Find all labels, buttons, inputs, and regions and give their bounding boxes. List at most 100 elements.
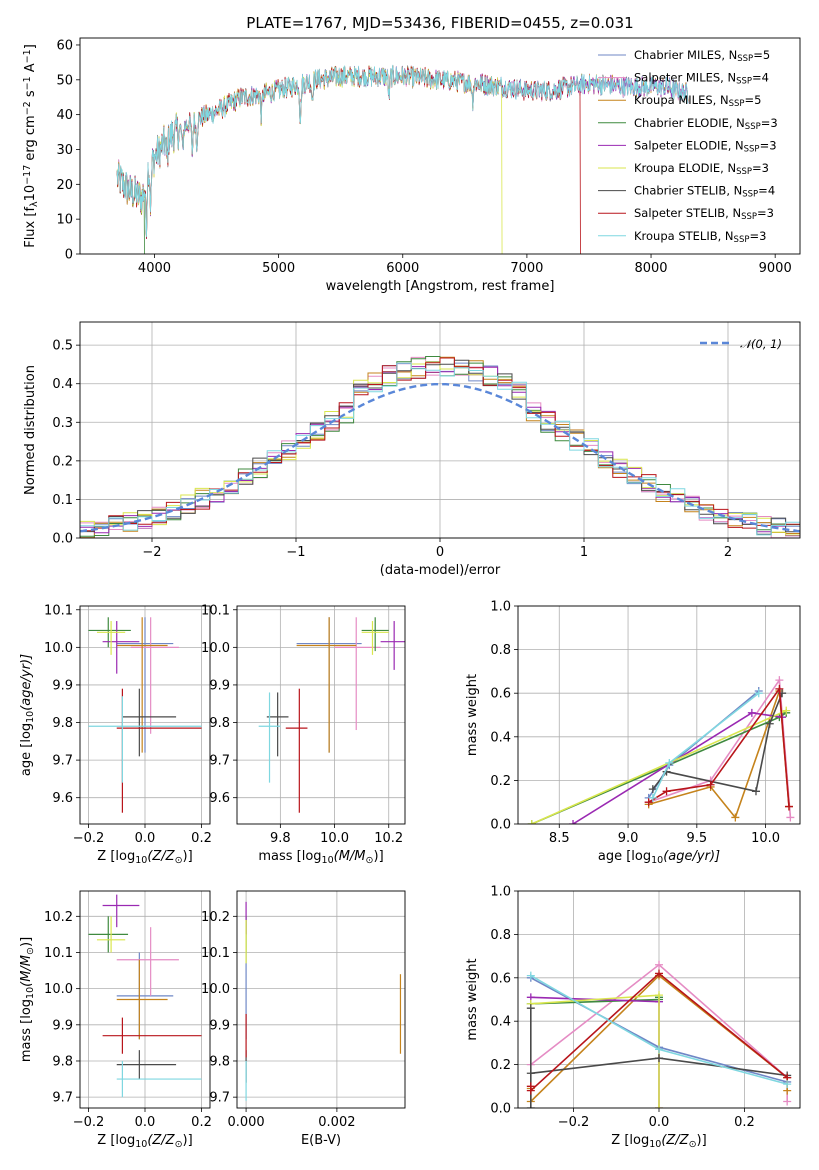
y-tick-label: 9.8 <box>52 1054 73 1069</box>
legend-entry: Salpeter STELIB, NSSP=3 <box>634 206 774 222</box>
x-tick-label: 6000 <box>386 261 419 276</box>
x-axis-label: Z [log10(Z/Z⊙)] <box>97 849 192 866</box>
axes-frame <box>79 605 211 825</box>
axes-frame <box>79 37 801 255</box>
legend-entry: Chabrier ELODIE, NSSP=3 <box>634 116 778 132</box>
legend: 𝒩(0, 1) <box>700 337 782 351</box>
label-part: mass [log <box>258 849 321 864</box>
weight-marker-8 <box>665 758 674 767</box>
y-tick-label: 0 <box>65 248 73 263</box>
plot-marks <box>526 960 792 1108</box>
y-tick-label: 10.1 <box>44 946 73 961</box>
chart-sfh-age: 8.5 9.0 9.5 10.0 0.0 0.2 0.4 0.6 0.8 1.0 age [log1… <box>465 600 801 866</box>
y-tick-label: 0.6 <box>490 971 511 986</box>
y-tick-label: 0.0 <box>490 1102 511 1117</box>
label-part: )] <box>697 1133 707 1148</box>
x-tick-label: 9.0 <box>618 831 639 846</box>
label-part: 10 <box>25 987 36 999</box>
label-part: −17 <box>22 165 33 185</box>
legend-n: 3 <box>770 116 777 130</box>
legend-n: 5 <box>763 48 770 62</box>
y-tick-label: 50 <box>56 73 73 88</box>
legend-sub: SSP <box>729 99 745 109</box>
label-part: (Z/Z <box>147 1133 175 1148</box>
y-tick-label: 9.8 <box>52 716 73 731</box>
label-part: 10 <box>135 1139 147 1150</box>
y-tick-label: 30 <box>56 143 73 158</box>
label-part: 10 <box>23 185 38 202</box>
x-tick-label: 0.2 <box>734 1115 755 1130</box>
y-tick-label: 9.7 <box>52 754 73 769</box>
plot-marks <box>80 356 800 538</box>
label-part: Z [log <box>97 849 135 864</box>
legend-name: Salpeter STELIB <box>634 206 725 220</box>
x-tick-label: 5000 <box>262 261 295 276</box>
label-part: (M/M <box>334 849 366 864</box>
x-tick-label: 1 <box>580 545 588 560</box>
x-axis-label: age [log10(age/yr)] <box>598 849 720 866</box>
label-part: −1 <box>22 49 33 63</box>
legend-sep: , N <box>720 71 736 85</box>
y-tick-label: 0.3 <box>52 416 73 431</box>
y-tick-label: 10.0 <box>44 982 73 997</box>
y-tick-label: 1.0 <box>490 600 511 615</box>
legend-n: 3 <box>759 229 766 243</box>
y-tick-label: 0.2 <box>52 454 73 469</box>
legend-eq: = <box>758 184 768 198</box>
x-tick-label: −2 <box>142 545 161 560</box>
x-axis-label: Z [log10(Z/Z⊙)] <box>97 1133 192 1150</box>
legend-name: Kroupa MILES <box>634 93 713 107</box>
legend-sep: , N <box>718 229 734 243</box>
legend-entry: Kroupa MILES, NSSP=5 <box>634 93 761 109</box>
weight-marker-2 <box>731 813 740 822</box>
y-tick-label: 0.4 <box>52 377 73 392</box>
x-tick-label: 9000 <box>759 261 792 276</box>
plot-marks <box>88 894 202 1098</box>
x-tick-label: 0.0 <box>649 1115 670 1130</box>
y-tick-label: 10.2 <box>44 910 73 925</box>
y-tick-label: 10.0 <box>201 982 230 997</box>
legend-n: 3 <box>767 206 774 220</box>
legend-sep: , N <box>729 116 745 130</box>
normal-reference-curve <box>80 382 800 533</box>
label-part: mass [log <box>19 999 34 1062</box>
x-tick-label: 0.0 <box>135 831 156 846</box>
label-part: )] <box>19 937 34 947</box>
plot-marks <box>116 64 689 254</box>
y-tick-label: 9.9 <box>52 1018 73 1033</box>
weight-marker-8 <box>526 971 535 980</box>
weight-marker-5 <box>655 991 663 1000</box>
y-axis-label: Normed distribution <box>23 365 38 495</box>
label-part: ⊙ <box>175 1139 183 1150</box>
legend-name: Chabrier STELIB <box>634 184 726 198</box>
label-part: erg cm <box>23 115 38 164</box>
weight-marker-6 <box>751 787 760 796</box>
legend-name: Chabrier ELODIE <box>634 116 729 130</box>
weight-marker-1 <box>655 960 663 969</box>
label-part: ] <box>23 44 38 49</box>
legend-name: Kroupa ELODIE <box>634 161 720 175</box>
x-tick-label: 10.2 <box>374 831 403 846</box>
weight-line-5 <box>531 709 787 824</box>
label-part: ⊙ <box>175 855 183 866</box>
x-tick-label: 8000 <box>634 261 667 276</box>
y-tick-label: 9.6 <box>209 791 230 806</box>
legend-name: Chabrier MILES <box>634 48 721 62</box>
legend-sep: , N <box>725 206 741 220</box>
weight-marker-6 <box>526 1069 535 1078</box>
y-tick-label: 9.8 <box>209 716 230 731</box>
legend-eq: = <box>752 71 762 85</box>
label-part: 10 <box>135 855 147 866</box>
legend-n: 3 <box>762 161 769 175</box>
label-part: (Z/Z <box>661 1133 689 1148</box>
x-tick-label: 2 <box>724 545 732 560</box>
weight-marker-8 <box>783 1080 792 1089</box>
legend-name: Salpeter ELODIE <box>634 138 728 152</box>
y-tick-label: 10.0 <box>44 641 73 656</box>
legend-entry: Kroupa ELODIE, NSSP=3 <box>634 161 769 177</box>
weight-marker-7 <box>655 969 663 978</box>
axes-frame <box>79 321 801 539</box>
chart-age-vs-z: −0.2 0.0 0.29.69.79.89.910.010.1Z [log10(Z… <box>19 603 212 865</box>
legend-entry: 𝒩(0, 1) <box>740 337 782 351</box>
weight-marker-6 <box>526 1104 535 1108</box>
